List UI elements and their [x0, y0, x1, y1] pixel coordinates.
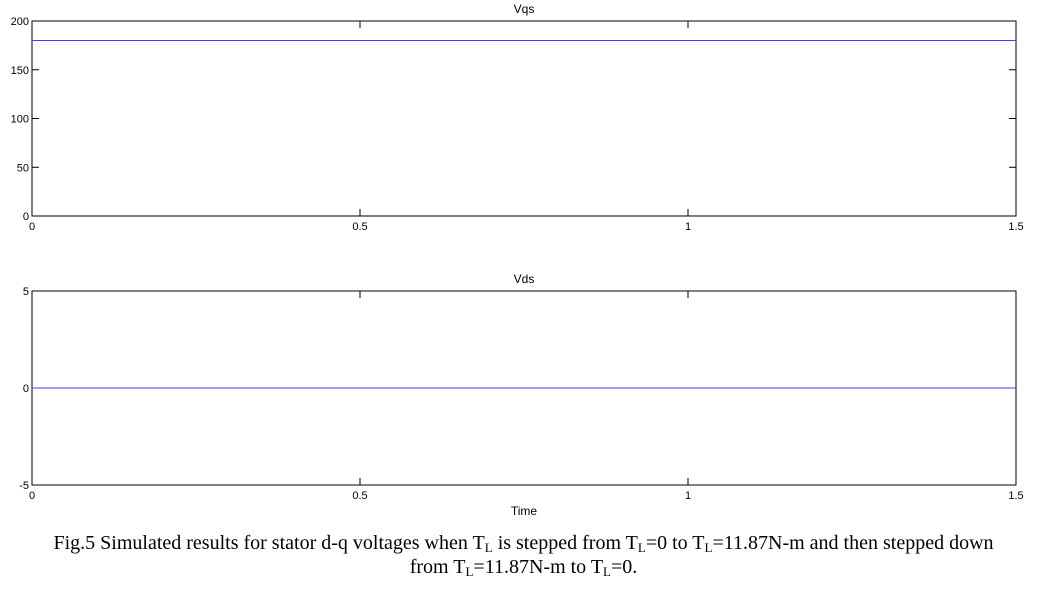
plot1-y-tick-label: 100 [11, 114, 29, 126]
plot1-y-tick-label: 0 [23, 211, 29, 223]
plot1-y-tick-label: 50 [17, 162, 29, 174]
plot1-y-tick-label: 150 [11, 65, 29, 77]
caption-text: =11.87N-m and then stepped down [712, 532, 994, 554]
caption-text: Fig.5 Simulated results for stator d-q v… [53, 532, 485, 554]
plot1-y-tick-label: 200 [11, 16, 29, 28]
plot1-axes-box [31, 20, 1017, 217]
plot2-y-tick-label: 0 [23, 383, 29, 395]
caption-line-2: from TL=11.87N-m to TL=0. [0, 555, 1047, 579]
plot1-x-tick-label: 1.5 [1008, 221, 1023, 233]
caption-text: from T [409, 556, 466, 578]
caption-line-1: Fig.5 Simulated results for stator d-q v… [0, 531, 1047, 555]
caption-subscript: L [637, 540, 646, 555]
plot2-x-tick-label: 1 [685, 490, 691, 502]
caption-subscript: L [465, 564, 474, 579]
caption-subscript: L [603, 564, 611, 579]
figure-caption: Fig.5 Simulated results for stator d-q v… [0, 531, 1047, 579]
plot2-title: Vds [514, 272, 535, 286]
plot1-x-tick-label: 0.5 [352, 221, 367, 233]
caption-text: is stepped from T [492, 532, 638, 554]
caption-text: =11.87N-m to T [473, 556, 604, 578]
caption-text: =0. [610, 556, 638, 578]
plot1-x-tick-label: 1 [685, 221, 691, 233]
plot2-y-tick-label: -5 [19, 480, 29, 492]
caption-subscript: L [484, 540, 493, 555]
plot2-y-tick-label: 5 [23, 286, 29, 298]
plot2-x-axis-label: Time [511, 504, 538, 518]
plot1-x-tick-label: 0 [29, 221, 35, 233]
plot2-x-tick-label: 0 [29, 490, 35, 502]
plot1-title: Vqs [514, 2, 535, 16]
plot2-x-tick-label: 1.5 [1008, 490, 1023, 502]
plot2-x-tick-label: 0.5 [352, 490, 367, 502]
caption-text: =0 to T [645, 532, 705, 554]
caption-subscript: L [704, 540, 713, 555]
